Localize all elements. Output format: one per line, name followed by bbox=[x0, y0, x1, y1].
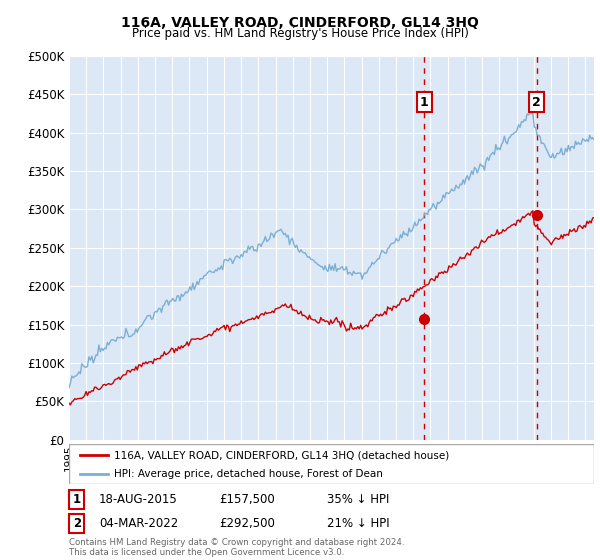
Text: 04-MAR-2022: 04-MAR-2022 bbox=[99, 517, 178, 530]
Text: HPI: Average price, detached house, Forest of Dean: HPI: Average price, detached house, Fore… bbox=[113, 469, 383, 479]
Text: 116A, VALLEY ROAD, CINDERFORD, GL14 3HQ (detached house): 116A, VALLEY ROAD, CINDERFORD, GL14 3HQ … bbox=[113, 450, 449, 460]
Text: 21% ↓ HPI: 21% ↓ HPI bbox=[327, 517, 389, 530]
Text: 2: 2 bbox=[73, 517, 81, 530]
Text: 1: 1 bbox=[420, 96, 428, 109]
Text: £292,500: £292,500 bbox=[219, 517, 275, 530]
Text: Contains HM Land Registry data © Crown copyright and database right 2024.
This d: Contains HM Land Registry data © Crown c… bbox=[69, 538, 404, 557]
Text: £157,500: £157,500 bbox=[219, 493, 275, 506]
Text: 18-AUG-2015: 18-AUG-2015 bbox=[99, 493, 178, 506]
Text: 35% ↓ HPI: 35% ↓ HPI bbox=[327, 493, 389, 506]
Text: 2: 2 bbox=[532, 96, 541, 109]
Text: 1: 1 bbox=[73, 493, 81, 506]
Text: 116A, VALLEY ROAD, CINDERFORD, GL14 3HQ: 116A, VALLEY ROAD, CINDERFORD, GL14 3HQ bbox=[121, 16, 479, 30]
Text: Price paid vs. HM Land Registry's House Price Index (HPI): Price paid vs. HM Land Registry's House … bbox=[131, 27, 469, 40]
